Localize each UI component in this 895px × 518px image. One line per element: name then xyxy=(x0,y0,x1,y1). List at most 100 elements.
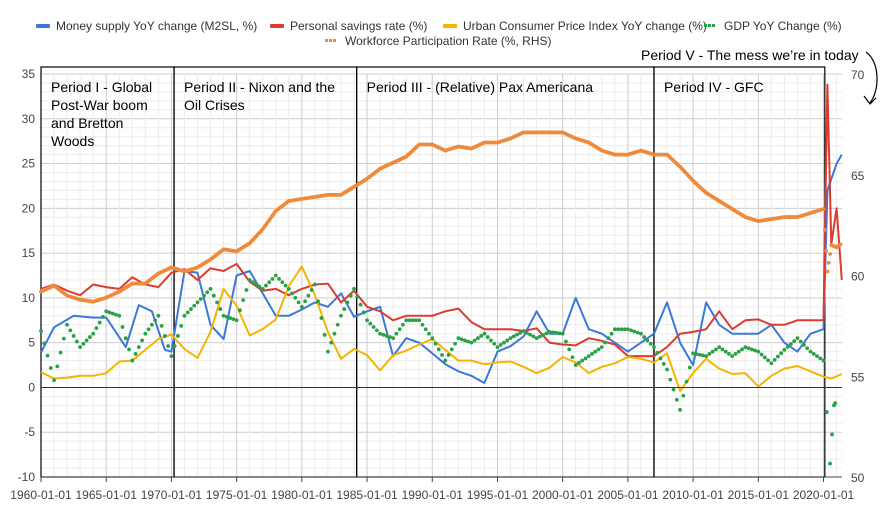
series-3-point xyxy=(723,349,728,354)
series-3-point xyxy=(156,313,161,318)
series-3-point xyxy=(306,293,311,298)
series-3-point xyxy=(720,347,725,352)
series-3-point xyxy=(453,341,457,346)
series-3-point xyxy=(622,327,627,332)
period-boxes: Period I - Global Post-War boom and Bretto… xyxy=(40,66,826,478)
series-3-point xyxy=(577,360,581,365)
series-3-point xyxy=(652,345,656,350)
series-3-point xyxy=(260,287,265,291)
series-3-point xyxy=(423,327,428,332)
series-3-point xyxy=(381,332,386,337)
series-3-point xyxy=(678,407,682,412)
series-3-point xyxy=(560,331,565,336)
y-left-tick-label: -5 xyxy=(24,425,35,439)
series-3-point xyxy=(176,334,180,338)
series-3-point xyxy=(547,330,552,334)
series-3-point xyxy=(619,327,624,332)
series-3-point xyxy=(440,353,444,357)
series-4-point xyxy=(822,227,827,232)
series-3-point xyxy=(658,356,663,361)
series-3-point xyxy=(515,332,519,337)
series-3-point xyxy=(492,341,497,346)
series-3-point xyxy=(554,330,559,335)
series-3-point xyxy=(211,293,216,298)
series-3-point xyxy=(348,293,353,298)
series-3-point xyxy=(136,345,141,350)
series-4-point xyxy=(826,260,831,265)
series-3-point xyxy=(120,325,125,329)
series-3-point xyxy=(772,358,777,362)
legend-label: GDP YoY Change (%) xyxy=(724,19,842,33)
series-3-point xyxy=(387,335,392,339)
series-3-point xyxy=(133,351,138,356)
series-3-point xyxy=(71,334,76,338)
series-3-point xyxy=(537,334,542,339)
series-3-point xyxy=(573,363,578,367)
series-3-point xyxy=(45,353,50,358)
series-3-point xyxy=(462,338,467,343)
y-left-tick-label: 15 xyxy=(22,246,36,260)
series-3-point xyxy=(237,308,242,313)
series-3-point xyxy=(365,318,369,323)
series-3-point xyxy=(97,320,102,325)
y-right-tick-label: 65 xyxy=(851,169,865,183)
series-3-point xyxy=(762,355,767,360)
series-3-point xyxy=(48,366,53,370)
series-3-point xyxy=(247,278,252,282)
series-3-point xyxy=(78,345,83,350)
series-3-point xyxy=(74,339,79,344)
period-box xyxy=(173,66,358,478)
series-3-point xyxy=(198,297,203,301)
y-left-tick-label: 0 xyxy=(28,380,35,394)
series-3-point xyxy=(414,318,418,323)
series-3-point xyxy=(753,348,757,353)
series-3-point xyxy=(824,410,829,414)
y-left-tick-label: 30 xyxy=(22,112,36,126)
series-3-point xyxy=(140,338,144,343)
series-3-point xyxy=(326,349,330,354)
series-3-point xyxy=(374,328,379,333)
legend-swatch xyxy=(443,24,457,28)
series-3-point xyxy=(114,312,118,317)
series-3-point xyxy=(668,377,673,382)
series-3-point xyxy=(153,318,158,323)
series-3-point xyxy=(759,352,764,357)
series-3-point xyxy=(661,362,666,366)
series-3-point xyxy=(505,338,510,343)
series-3-point xyxy=(110,311,115,316)
series-3-point xyxy=(446,353,451,357)
series-3-point xyxy=(691,351,696,356)
series-3-point xyxy=(192,303,197,308)
series-3-point xyxy=(798,339,803,344)
x-tick-label: 2005-01-01 xyxy=(597,488,659,502)
series-3-point xyxy=(694,352,699,356)
series-3-point xyxy=(352,287,356,291)
period-label: Period III - (Relative) Pax Americana xyxy=(367,79,594,95)
series-3-point xyxy=(684,379,689,384)
x-tick-label: 2010-01-01 xyxy=(662,488,724,502)
period-box xyxy=(356,66,655,478)
series-3-point xyxy=(476,336,480,341)
series-3-point xyxy=(815,354,819,358)
series-3-point xyxy=(534,336,539,341)
series-3-point xyxy=(717,345,722,350)
series-3-point xyxy=(162,334,167,338)
legend-swatch xyxy=(325,39,328,42)
series-3-point xyxy=(707,351,712,356)
legend-swatch xyxy=(704,24,707,27)
series-3-point xyxy=(358,302,363,307)
legend: Money supply YoY change (M2SL, %) Persona… xyxy=(36,19,842,48)
series-3-point xyxy=(583,356,588,361)
series-3-point xyxy=(570,355,575,360)
series-3-point xyxy=(417,318,422,323)
x-tick-label: 2020-01-01 xyxy=(793,488,855,502)
y-left-tick-label: 5 xyxy=(28,336,35,350)
series-3-point xyxy=(322,332,327,337)
series-3-point xyxy=(335,322,340,327)
series-3-point xyxy=(609,331,614,336)
series-3-point xyxy=(599,345,604,350)
y-right-tick-label: 70 xyxy=(851,68,865,82)
series-3-point xyxy=(91,331,96,336)
series-3-point xyxy=(811,351,816,356)
